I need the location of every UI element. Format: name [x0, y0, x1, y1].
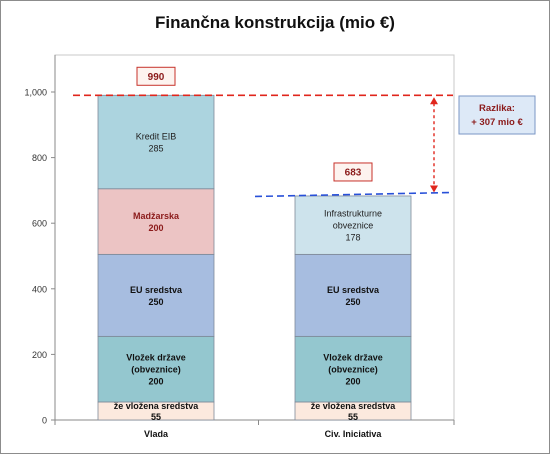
bar-segment: [97, 335, 215, 403]
y-tick-label: 200: [32, 350, 47, 360]
bar-segment: [294, 253, 412, 337]
segment-label: EU sredstva: [130, 285, 183, 295]
segment-label: 200: [148, 223, 163, 233]
total-label-box: [333, 162, 373, 182]
y-tick-label: 1,000: [24, 88, 47, 98]
difference-arrow-head-up: [430, 97, 438, 105]
bar-segment: [294, 335, 412, 403]
difference-label: Razlika:: [479, 103, 515, 114]
segment-label: Kredit EIB: [136, 132, 177, 142]
y-tick-label: 400: [32, 284, 47, 294]
segment-label: Madžarska: [133, 211, 180, 221]
segment-label: 200: [345, 377, 360, 387]
segment-label: 200: [148, 377, 163, 387]
y-tick-label: 800: [32, 153, 47, 163]
total-label: 990: [148, 72, 165, 83]
segment-label: Vložek države: [126, 353, 186, 363]
segment-label: že vložena sredstva: [114, 401, 200, 411]
segment-label: 250: [345, 297, 360, 307]
segment-label: EU sredstva: [327, 285, 380, 295]
difference-box: [458, 95, 536, 135]
segment-label: obveznice: [333, 221, 374, 231]
chart-title: Finančna konstrukcija (mio €): [155, 13, 395, 32]
segment-label: (obveznice): [131, 365, 181, 375]
difference-arrow-head-down: [430, 185, 438, 193]
x-category-label: Vlada: [144, 429, 169, 439]
x-category-label: Civ. Iniciativa: [325, 429, 383, 439]
segment-label: Vložek države: [323, 353, 383, 363]
difference-label: + 307 mio €: [471, 117, 523, 128]
segment-label: (obveznice): [328, 365, 378, 375]
segment-label: 250: [148, 297, 163, 307]
bar-segment: [97, 253, 215, 337]
y-tick-label: 600: [32, 219, 47, 229]
bar-segment: [294, 195, 412, 255]
total-label-box: [136, 66, 176, 86]
bar-segment: [97, 188, 215, 255]
segment-label: 55: [348, 412, 358, 422]
reference-line-683: [254, 191, 454, 198]
segment-label: Infrastrukturne: [324, 209, 382, 219]
segment-label: 285: [148, 144, 163, 154]
segment-label: 178: [345, 233, 360, 243]
y-tick-label: 0: [42, 416, 47, 426]
bar-segment: [97, 94, 215, 190]
segment-label: že vložena sredstva: [311, 401, 397, 411]
total-label: 683: [345, 167, 362, 178]
segment-label: 55: [151, 412, 161, 422]
